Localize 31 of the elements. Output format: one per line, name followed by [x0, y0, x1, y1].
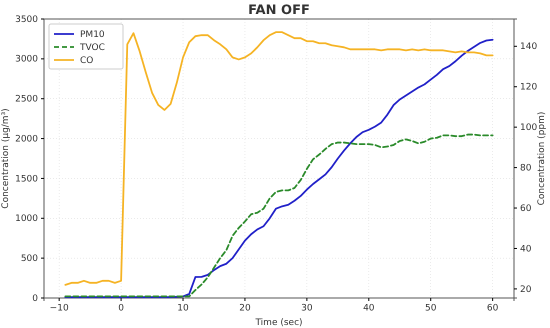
y-axis-title: Concentration (µg/m³) — [1, 108, 11, 209]
x-tick-label: 10 — [177, 303, 190, 314]
y2-tick-label: 120 — [520, 82, 538, 93]
line-series — [64, 134, 494, 298]
y2-tick-label: 40 — [520, 244, 532, 254]
y-tick-label: 500 — [20, 254, 38, 264]
y-tick-label: 3000 — [15, 54, 38, 65]
x-tick-label: 0 — [118, 303, 124, 314]
x-tick-label: 60 — [486, 303, 499, 314]
y-tick-label: 2500 — [15, 94, 38, 105]
x-tick-label: 40 — [363, 303, 375, 314]
y2-tick-label: 20 — [520, 284, 532, 295]
legend-label: TVOC — [79, 43, 105, 53]
legend-label: PM10 — [80, 30, 105, 40]
y2-axis-title: Concentration (ppm) — [537, 112, 547, 206]
y2-tick-label: 140 — [520, 42, 538, 52]
y2-tick-label: 80 — [520, 163, 532, 174]
y-tick-label: 1000 — [15, 214, 38, 224]
y-tick-label: 3500 — [15, 14, 38, 25]
y2-tick-label: 100 — [520, 123, 538, 134]
x-tick-label: 30 — [301, 303, 313, 314]
x-tick-label: 20 — [239, 303, 251, 314]
x-tick-label: −10 — [50, 303, 69, 314]
y2-tick-label: 60 — [520, 204, 532, 214]
y-tick-label: 1500 — [15, 174, 38, 184]
x-axis-title: Time (sec) — [254, 318, 303, 328]
x-tick-label: 50 — [424, 303, 437, 314]
y-tick-label: 0 — [32, 294, 38, 304]
legend-label: CO — [80, 56, 94, 66]
chart-title: FAN OFF — [248, 3, 310, 18]
y-tick-label: 2000 — [15, 134, 38, 144]
